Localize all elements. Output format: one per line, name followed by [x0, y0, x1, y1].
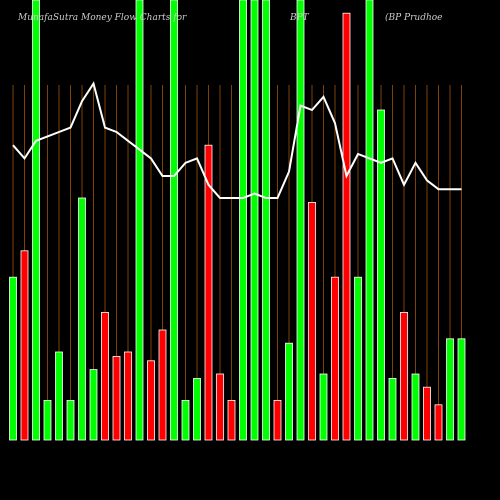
bar [204, 144, 213, 441]
bar [193, 377, 201, 441]
bar [377, 109, 385, 441]
bar [78, 197, 86, 441]
bar [147, 360, 155, 441]
bar [32, 0, 40, 441]
ticker: BPT [289, 13, 310, 23]
price-line [12, 81, 462, 199]
bar [285, 342, 293, 441]
bar [124, 351, 132, 441]
bar [400, 311, 408, 441]
bar [250, 0, 259, 441]
bar [20, 250, 29, 441]
bar [457, 338, 466, 441]
bar [446, 338, 454, 441]
bar [239, 0, 247, 441]
bar [181, 399, 190, 441]
bar [423, 386, 431, 441]
bar [170, 0, 178, 441]
bar [101, 311, 109, 441]
bar [434, 404, 443, 441]
bar [227, 399, 236, 441]
bar [319, 373, 328, 441]
bar [365, 0, 374, 441]
bar [135, 0, 144, 441]
bar [9, 276, 17, 441]
bar [112, 355, 121, 441]
bars [9, 0, 466, 441]
bar [388, 377, 397, 441]
chart-title: MunafaSutra Money Flow Charts for [17, 13, 187, 23]
bar [89, 369, 98, 441]
bar [331, 276, 339, 441]
bar [158, 329, 167, 441]
bar [354, 276, 362, 441]
bar [296, 0, 305, 441]
company: (BP Prudhoe [385, 12, 443, 23]
bar [273, 399, 282, 441]
bar [216, 373, 224, 441]
bar [411, 373, 420, 441]
bar [262, 0, 270, 441]
bar [66, 399, 75, 441]
bar [43, 399, 52, 441]
bar [55, 351, 63, 441]
lines [12, 81, 462, 199]
bar [342, 12, 351, 441]
bar [308, 201, 316, 441]
